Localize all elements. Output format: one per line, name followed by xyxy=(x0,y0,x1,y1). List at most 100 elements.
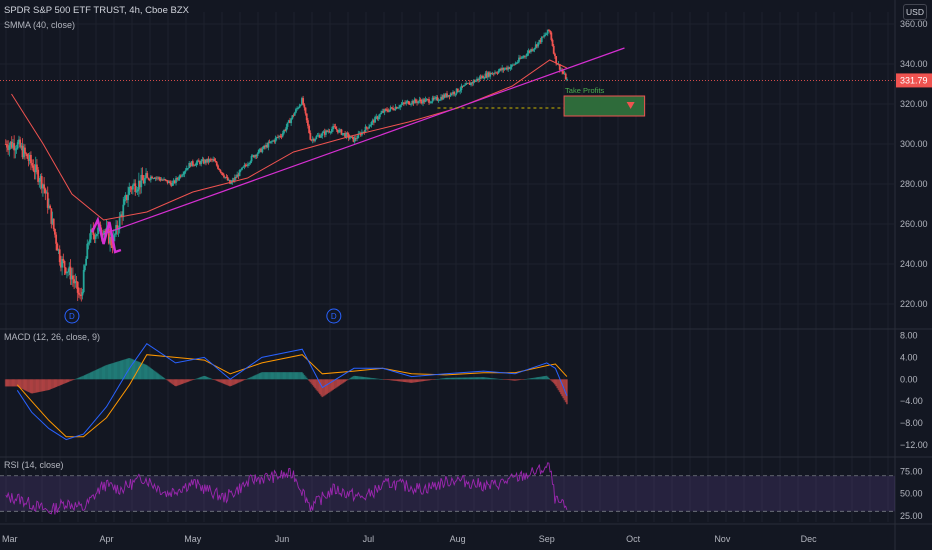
macd-histogram-bar xyxy=(371,378,374,380)
macd-histogram-bar xyxy=(449,377,452,380)
macd-histogram-bar xyxy=(357,376,360,380)
macd-histogram-bar xyxy=(491,378,494,380)
candle-body xyxy=(12,143,14,148)
macd-histogram-bar xyxy=(253,375,255,380)
dividend-marker[interactable] xyxy=(326,308,342,324)
macd-histogram-bar xyxy=(103,366,105,380)
macd-histogram-bar xyxy=(441,378,444,380)
candle-body xyxy=(158,177,161,179)
macd-histogram-bar xyxy=(479,377,482,380)
candle-body xyxy=(536,44,538,47)
macd-histogram-bar xyxy=(474,377,477,380)
time-axis-label: Aug xyxy=(450,534,466,544)
smma-legend[interactable]: SMMA (40, close) xyxy=(4,20,76,30)
candle-body xyxy=(181,175,183,177)
candle-body xyxy=(260,148,263,153)
macd-histogram-bar xyxy=(436,379,439,380)
candle-body xyxy=(378,114,381,118)
candle-body xyxy=(411,100,414,104)
take-profit-zone[interactable] xyxy=(563,95,646,117)
currency-badge[interactable]: USD xyxy=(903,4,927,20)
candle-body xyxy=(298,105,301,108)
rsi-legend[interactable]: RSI (14, close) xyxy=(4,460,64,470)
macd-histogram-bar xyxy=(233,379,236,385)
macd-histogram-bar xyxy=(183,379,186,384)
macd-histogram-bar xyxy=(99,367,102,380)
macd-histogram-bar xyxy=(54,379,56,388)
candle-body xyxy=(205,159,207,163)
candle-body xyxy=(399,105,402,108)
candle-body xyxy=(245,165,248,167)
candle-body xyxy=(208,159,211,162)
price-pane[interactable]: Take Profits D D xyxy=(0,29,895,324)
macd-histogram-bar xyxy=(370,377,373,380)
macd-histogram-bar xyxy=(284,372,287,380)
candle-body xyxy=(60,262,62,268)
macd-histogram-bar xyxy=(418,379,421,382)
macd-histogram-bar xyxy=(420,379,423,382)
trendline[interactable] xyxy=(103,47,625,235)
candle-body xyxy=(526,53,529,56)
candle-body xyxy=(305,113,308,121)
candle-body xyxy=(45,192,48,194)
macd-histogram-bar xyxy=(255,374,258,380)
macd-histogram-bar xyxy=(274,372,277,380)
candle-body xyxy=(164,179,167,180)
macd-histogram-bar xyxy=(402,379,405,382)
macd-histogram-bar xyxy=(510,379,513,381)
macd-histogram-bar xyxy=(351,376,354,380)
macd-histogram-bar xyxy=(400,379,403,382)
candle-body xyxy=(26,154,29,159)
macd-histogram-bar xyxy=(72,379,74,381)
macd-histogram-bar xyxy=(534,377,537,380)
macd-histogram-bar xyxy=(20,379,23,389)
macd-pane[interactable] xyxy=(4,343,568,441)
candle-body xyxy=(232,179,235,181)
candle-body xyxy=(333,126,336,127)
rsi-pane[interactable] xyxy=(0,462,895,515)
macd-histogram-bar xyxy=(326,379,329,394)
macd-legend[interactable]: MACD (12, 26, close, 9) xyxy=(4,332,101,342)
macd-histogram-bar xyxy=(115,362,117,380)
candle-body xyxy=(66,271,68,274)
macd-histogram-bar xyxy=(244,379,247,380)
macd-histogram-bar xyxy=(564,379,567,403)
candle-body xyxy=(431,97,434,102)
macd-histogram-bar xyxy=(173,379,176,386)
macd-histogram-bar xyxy=(431,379,434,380)
candle-body xyxy=(558,64,561,70)
candle-body xyxy=(50,208,53,224)
macd-histogram-bar xyxy=(498,379,501,380)
candle-body xyxy=(332,126,335,130)
macd-histogram-bar xyxy=(130,358,133,380)
dividend-marker[interactable] xyxy=(64,308,80,324)
candle-body xyxy=(317,135,320,137)
macd-histogram-bar xyxy=(154,371,157,380)
macd-histogram-bar xyxy=(107,364,110,380)
macd-histogram-bar xyxy=(352,376,355,380)
macd-histogram-bar xyxy=(197,377,200,380)
macd-histogram-bar xyxy=(131,359,134,380)
candle-body xyxy=(199,161,201,165)
candle-body xyxy=(483,78,486,79)
candle-body xyxy=(69,266,72,280)
candle-body xyxy=(531,49,534,51)
macd-histogram-bar xyxy=(289,372,291,380)
candle-body xyxy=(124,195,127,200)
candle-body xyxy=(478,77,481,81)
macd-histogram-bar xyxy=(277,372,279,380)
macd-histogram-bar xyxy=(340,379,343,385)
macd-histogram-bar xyxy=(359,376,362,380)
symbol-title[interactable]: SPDR S&P 500 ETF TRUST, 4h, Cboe BZX xyxy=(4,5,189,16)
macd-histogram-bar xyxy=(461,377,464,380)
macd-tick-label: 4.00 xyxy=(900,352,918,362)
macd-histogram-bar xyxy=(181,379,183,385)
macd-histogram-bar xyxy=(465,377,468,380)
macd-histogram-bar xyxy=(219,379,222,383)
candle-body xyxy=(27,158,30,161)
macd-histogram-bar xyxy=(135,360,138,380)
macd-histogram-bar xyxy=(275,372,278,380)
macd-histogram-bar xyxy=(113,362,116,380)
